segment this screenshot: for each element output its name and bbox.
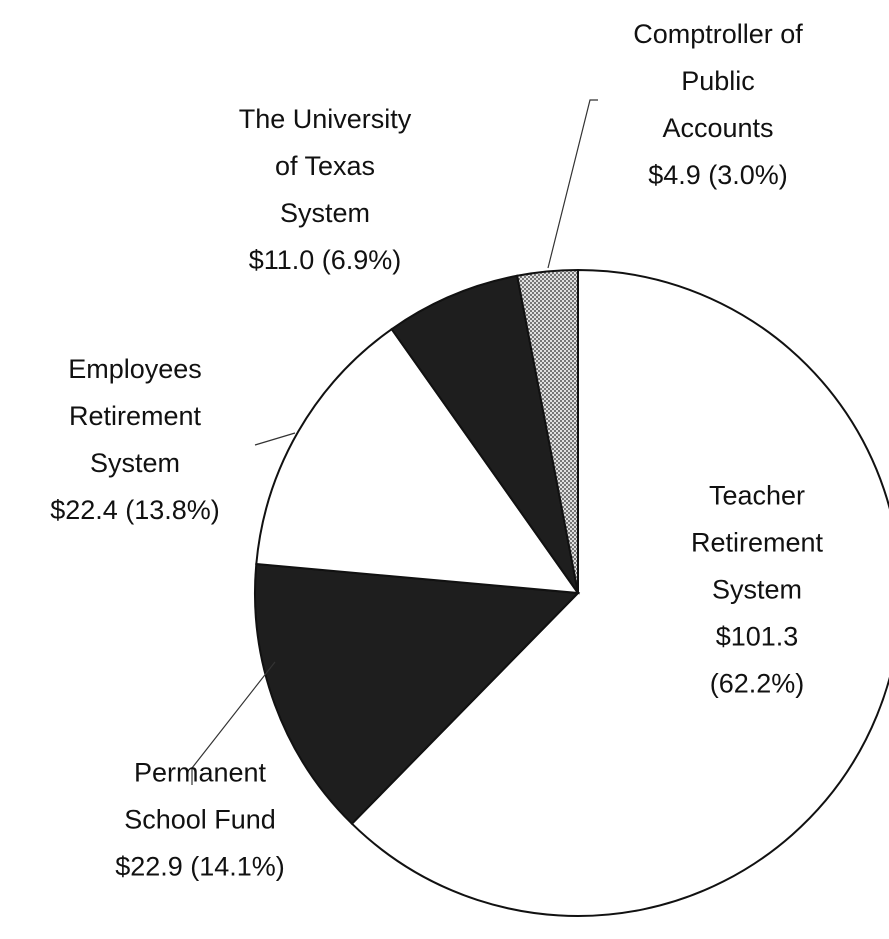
category-label: The University of Texas System xyxy=(238,104,412,228)
slice-label: The University of Texas System $11.0 (6.9… xyxy=(239,96,412,284)
category-label: Teacher Retirement System xyxy=(690,480,824,605)
slice-label: Comptroller of Public Accounts $4.9 (3.0%… xyxy=(633,11,803,199)
category-label: Employees Retirement System xyxy=(68,354,202,478)
leader-line xyxy=(191,661,276,785)
pie-slice xyxy=(254,562,581,826)
value-label: $11.0 (6.9%) xyxy=(248,245,402,275)
slice-label: Employees Retirement System $22.4 (13.8%) xyxy=(50,346,220,534)
leader-line xyxy=(254,432,296,446)
value-label: $22.4 (13.8%) xyxy=(50,495,220,525)
value-label: $4.9 (3.0%) xyxy=(648,160,788,190)
slice-label: Teacher Retirement System $101.3 (62.2%) xyxy=(691,473,823,708)
pie-slice xyxy=(515,268,579,594)
value-label: $22.9 (14.1%) xyxy=(115,851,285,882)
leader-line xyxy=(547,99,598,269)
pie-slice xyxy=(350,268,889,917)
pie-slice xyxy=(255,327,581,595)
value-label: $101.3 (62.2%) xyxy=(709,621,805,699)
category-label: Comptroller of Public Accounts xyxy=(633,19,803,143)
category-label: Permanent School Fund xyxy=(124,757,276,835)
slice-label: Permanent School Fund $22.9 (14.1%) xyxy=(115,750,285,891)
